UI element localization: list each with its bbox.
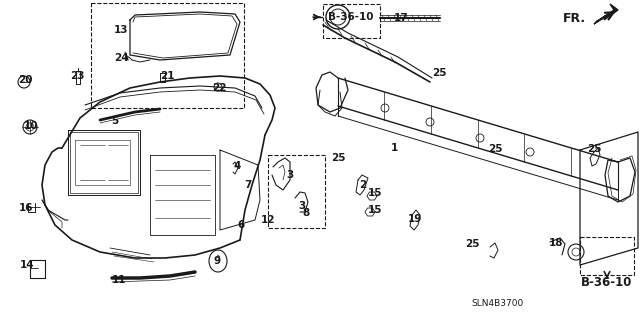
Text: 3: 3	[298, 201, 306, 211]
Text: 15: 15	[368, 205, 382, 215]
Text: 20: 20	[18, 75, 32, 85]
Bar	[91, 3, 244, 108]
Text: 18: 18	[548, 238, 563, 248]
Text: 15: 15	[368, 188, 382, 198]
Bar	[323, 4, 380, 38]
Text: B-36-10: B-36-10	[328, 12, 374, 22]
Text: 21: 21	[160, 71, 174, 81]
Text: 7: 7	[244, 180, 252, 190]
Text: 22: 22	[212, 83, 227, 93]
Text: 25: 25	[587, 144, 601, 154]
Text: 16: 16	[19, 203, 33, 213]
Text: 25: 25	[465, 239, 479, 249]
Text: 9: 9	[213, 256, 221, 266]
Text: 23: 23	[70, 71, 84, 81]
Text: 3: 3	[286, 170, 294, 180]
Bar	[580, 237, 634, 275]
Text: 12: 12	[260, 215, 275, 225]
Text: 25: 25	[331, 153, 345, 163]
Text: 17: 17	[394, 13, 408, 23]
Text: 24: 24	[114, 53, 128, 63]
Text: 11: 11	[112, 275, 126, 285]
Text: 25: 25	[432, 68, 446, 78]
Bar	[268, 155, 325, 228]
Text: FR.: FR.	[563, 11, 586, 25]
Text: 14: 14	[20, 260, 35, 270]
Text: 1: 1	[390, 143, 397, 153]
Text: 25: 25	[488, 144, 502, 154]
Text: SLN4B3700: SLN4B3700	[471, 299, 523, 308]
Text: 5: 5	[111, 116, 118, 126]
Text: 2: 2	[360, 180, 367, 190]
Text: 10: 10	[24, 121, 38, 131]
Text: 4: 4	[234, 161, 241, 171]
Polygon shape	[594, 4, 618, 24]
Text: 6: 6	[237, 220, 244, 230]
Text: 13: 13	[114, 25, 128, 35]
Text: 8: 8	[302, 208, 310, 218]
Text: B-36-10: B-36-10	[581, 277, 633, 290]
Text: 19: 19	[408, 214, 422, 224]
FancyArrowPatch shape	[596, 12, 614, 22]
